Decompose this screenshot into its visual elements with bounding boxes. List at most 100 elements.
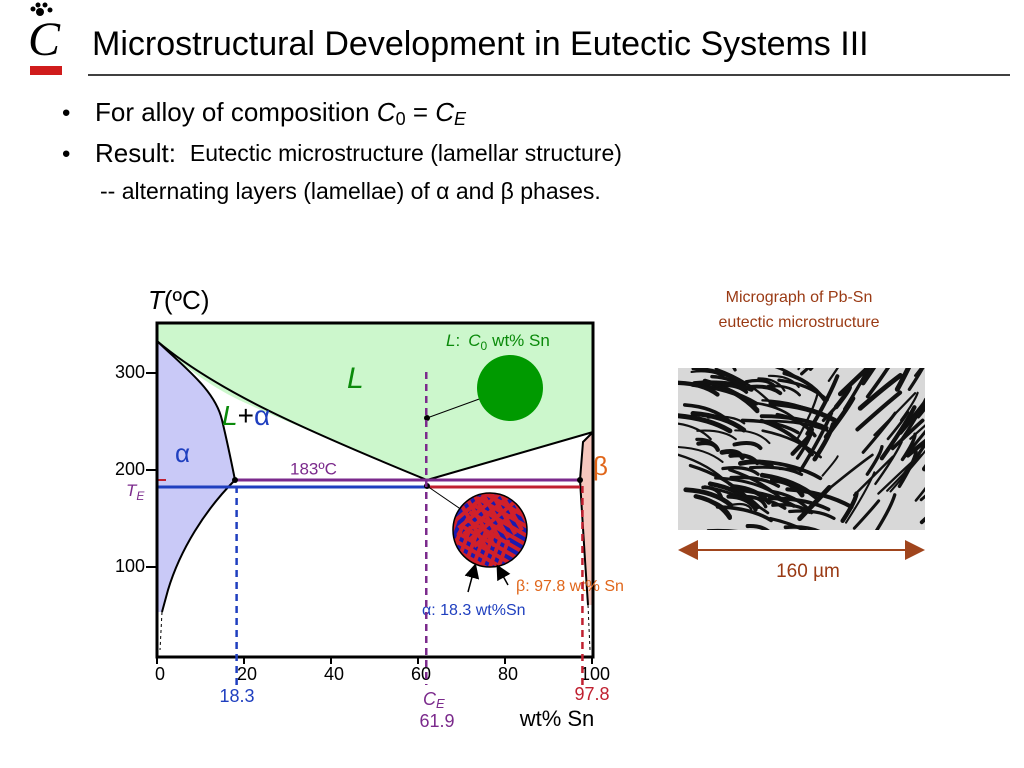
lamella-stripe bbox=[734, 429, 771, 445]
lamella-stripe bbox=[798, 411, 834, 473]
lamella-stripe bbox=[803, 368, 805, 369]
lamella-stripe bbox=[854, 340, 867, 362]
lamella bbox=[457, 500, 490, 552]
lamella-stripe bbox=[683, 487, 734, 508]
liquid-callout: L: C0 wt% Sn bbox=[446, 331, 550, 353]
liquid-circle bbox=[477, 355, 543, 421]
lamella-stripe bbox=[907, 368, 925, 391]
te-label: TE bbox=[126, 481, 145, 503]
lamella-stripe bbox=[857, 372, 903, 411]
region-label: L bbox=[347, 362, 364, 395]
lamella bbox=[421, 515, 443, 565]
lamella-stripe bbox=[852, 499, 881, 530]
lamella-stripe bbox=[678, 413, 733, 434]
scale-label: 160 µm bbox=[776, 561, 840, 582]
region-label: L+α bbox=[222, 400, 270, 431]
lamella bbox=[453, 520, 458, 567]
logo-letter: C bbox=[28, 13, 61, 66]
phase-diagram bbox=[155, 321, 595, 659]
micrograph bbox=[678, 315, 954, 530]
lamella-stripe bbox=[914, 486, 925, 502]
composition-label: 61.9 bbox=[419, 711, 454, 731]
lamella-stripe bbox=[928, 428, 954, 475]
lamella-stripe bbox=[732, 368, 737, 372]
lamella-stripe bbox=[873, 392, 917, 437]
lamella-stripe bbox=[788, 509, 836, 520]
lamella-stripe bbox=[707, 415, 746, 425]
lamella-stripe bbox=[919, 494, 925, 502]
lamella bbox=[471, 493, 504, 544]
x-tick-label: 20 bbox=[237, 664, 257, 684]
lamella-stripe bbox=[759, 418, 814, 457]
lamella-stripe bbox=[874, 493, 897, 530]
lamella-stripe bbox=[814, 333, 835, 365]
y-tick-label: 100 bbox=[115, 556, 145, 576]
lamella-stripe bbox=[759, 414, 829, 430]
y-tick-label: 300 bbox=[115, 362, 145, 382]
lamella-stripe bbox=[691, 368, 747, 387]
lamella bbox=[453, 537, 510, 567]
lamella-stripe bbox=[800, 368, 811, 376]
lamella-stripe bbox=[795, 392, 819, 442]
lamella-stripe bbox=[777, 378, 829, 402]
x-tick-label: 0 bbox=[155, 664, 165, 684]
lamella-stripe bbox=[840, 335, 852, 361]
bullet-text: Result: Eutectic microstructure (lamellar… bbox=[95, 138, 622, 168]
lamella-stripe bbox=[710, 374, 748, 393]
lamella bbox=[488, 539, 511, 567]
lamella-stripe bbox=[783, 525, 821, 530]
lamella-stripe bbox=[886, 453, 923, 492]
lamella-stripe bbox=[729, 475, 781, 488]
lamella-stripe bbox=[902, 429, 925, 459]
x-axis-label: wt% Sn bbox=[519, 706, 595, 731]
lamella-stripe bbox=[914, 403, 925, 416]
lamella-stripe bbox=[775, 412, 817, 438]
lamella-stripe bbox=[805, 374, 840, 436]
lamella-stripe bbox=[678, 445, 724, 463]
lamella-stripe bbox=[865, 368, 891, 399]
lamella-stripe bbox=[745, 524, 770, 530]
lamella-stripe bbox=[921, 463, 925, 472]
lamella-stripe bbox=[767, 496, 831, 512]
lamella-stripe bbox=[693, 494, 732, 520]
lamella bbox=[473, 533, 496, 567]
lamella-stripe bbox=[710, 382, 760, 411]
region-label: β bbox=[593, 451, 608, 481]
lamella-stripe bbox=[890, 418, 925, 451]
lamella-stripe bbox=[759, 472, 818, 500]
lamella-stripe bbox=[913, 368, 923, 377]
lamella-stripe bbox=[821, 455, 839, 477]
lamella bbox=[520, 493, 527, 516]
lamella bbox=[414, 512, 436, 562]
lamella bbox=[468, 510, 526, 546]
lamella-stripe bbox=[860, 368, 877, 386]
lamella-stripe bbox=[721, 466, 760, 476]
lamella-stripe bbox=[728, 468, 790, 507]
lamella-stripe bbox=[702, 378, 760, 414]
lamella-stripe bbox=[919, 516, 925, 525]
lamella-stripe bbox=[688, 463, 751, 501]
lamella-stripe bbox=[774, 368, 799, 380]
bullet-continuation: -- alternating layers (lamellae) of α an… bbox=[100, 178, 601, 204]
x-tick-label: 60 bbox=[411, 664, 431, 684]
bullet: • bbox=[62, 140, 70, 167]
lamella-stripe bbox=[925, 315, 948, 361]
lamella-stripe bbox=[879, 405, 917, 461]
liquid-region bbox=[157, 323, 593, 480]
lamella-stripe bbox=[820, 453, 874, 497]
lamella-stripe bbox=[706, 528, 738, 530]
lamella-stripe bbox=[682, 403, 731, 423]
alpha-region bbox=[157, 341, 235, 612]
lamella-stripe bbox=[695, 437, 720, 452]
composition-label: 97.8 bbox=[574, 684, 609, 704]
lamella-stripe bbox=[743, 384, 783, 396]
lamella-stripe bbox=[678, 422, 712, 441]
beta-region bbox=[580, 432, 593, 605]
bullet-text: For alloy of composition C0 = CE bbox=[95, 97, 467, 129]
lamella-stripe bbox=[924, 404, 925, 408]
region-label: α bbox=[175, 438, 190, 468]
lamella-stripe bbox=[909, 424, 925, 440]
lamella-stripe bbox=[766, 384, 801, 397]
x-tick-label: 100 bbox=[580, 664, 610, 684]
lamella bbox=[478, 493, 511, 540]
